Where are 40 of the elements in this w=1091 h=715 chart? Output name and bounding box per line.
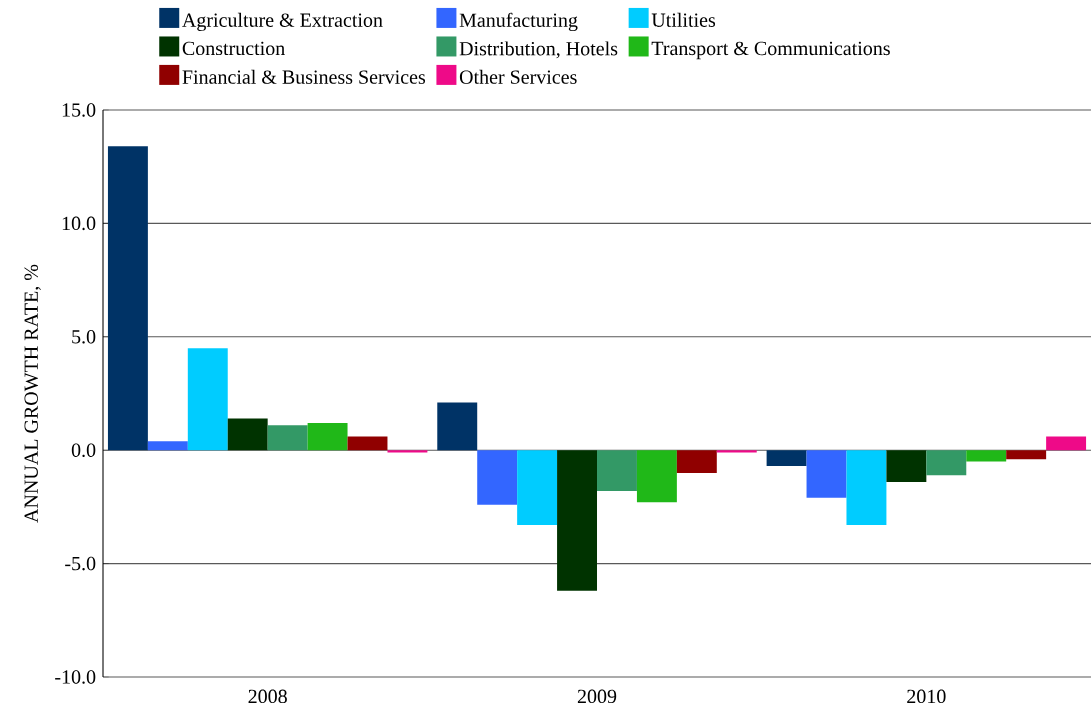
bar bbox=[597, 450, 637, 492]
y-tick-label: -5.0 bbox=[65, 556, 96, 571]
legend-label: Transport & Communications bbox=[651, 41, 890, 60]
bar bbox=[886, 450, 927, 482]
legend-label: Distribution, Hotels bbox=[459, 41, 618, 59]
y-tick-label: 5.0 bbox=[72, 330, 96, 344]
y-tick-label: -10.0 bbox=[55, 670, 96, 684]
legend-label: Utilities bbox=[651, 12, 716, 27]
bar bbox=[347, 436, 388, 451]
bar bbox=[966, 450, 1007, 462]
bar bbox=[267, 425, 308, 451]
bar bbox=[307, 422, 348, 451]
y-tick-label: 10.0 bbox=[62, 216, 96, 231]
bar bbox=[676, 450, 717, 473]
legend-label: Agriculture & Extraction bbox=[182, 12, 383, 32]
bar bbox=[926, 450, 967, 476]
y-axis-title: ANNUAL GROWTH RATE, % bbox=[24, 264, 41, 523]
bar bbox=[107, 146, 148, 451]
legend-label: Financial & Business Services bbox=[182, 69, 426, 84]
bar bbox=[1046, 436, 1087, 451]
bar bbox=[227, 418, 268, 451]
x-tick-label: 2008 bbox=[248, 689, 287, 704]
bar bbox=[557, 450, 598, 591]
bar bbox=[517, 450, 558, 526]
x-tick-label: 2010 bbox=[907, 689, 946, 704]
bar bbox=[806, 450, 847, 498]
legend-label: Manufacturing bbox=[459, 12, 578, 32]
legend-label: Other Services bbox=[459, 69, 577, 84]
bar bbox=[846, 450, 887, 526]
bar bbox=[437, 402, 478, 451]
bar bbox=[477, 450, 518, 505]
y-tick-label: 15.0 bbox=[62, 103, 96, 117]
bar bbox=[187, 348, 228, 451]
bar bbox=[147, 441, 188, 451]
bar bbox=[766, 450, 807, 467]
x-tick-label: 2009 bbox=[577, 689, 617, 704]
bar bbox=[636, 450, 677, 503]
legend-label: Construction bbox=[182, 41, 285, 56]
y-tick-label: 0.0 bbox=[71, 443, 96, 457]
bar bbox=[1006, 450, 1047, 460]
